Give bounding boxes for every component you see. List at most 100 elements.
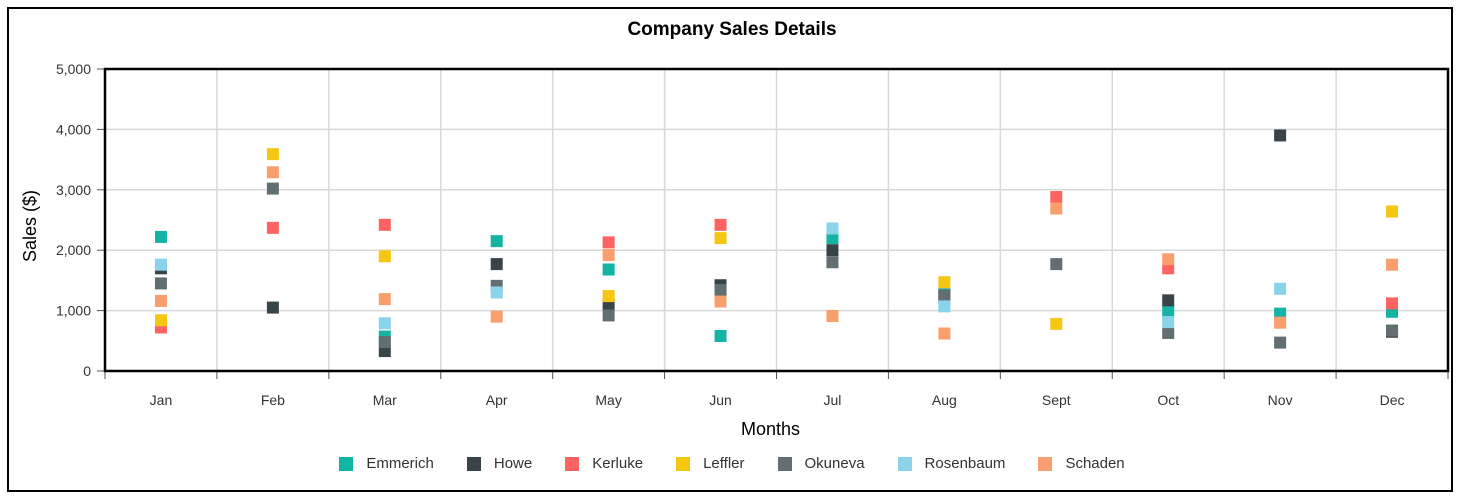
marker-okuneva-sept bbox=[1050, 258, 1063, 271]
marker-schaden-jan bbox=[154, 294, 167, 307]
x-axis-title: Months bbox=[741, 419, 800, 439]
legend-item-schaden[interactable]: Schaden bbox=[1038, 455, 1125, 472]
y-axis-title: Sales ($) bbox=[20, 190, 40, 262]
x-tick-label: Oct bbox=[1157, 392, 1179, 408]
x-tick-label: Feb bbox=[261, 392, 285, 408]
x-tick-label: Mar bbox=[373, 392, 397, 408]
marker-leffler-jun bbox=[714, 232, 727, 245]
legend-swatch bbox=[897, 456, 912, 471]
marker-kerluke-dec bbox=[1386, 297, 1399, 310]
marker-schaden-sept bbox=[1050, 202, 1063, 215]
legend-item-rosenbaum[interactable]: Rosenbaum bbox=[897, 455, 1006, 472]
marker-rosenbaum-jan bbox=[154, 258, 167, 271]
marker-emmerich-oct bbox=[1162, 304, 1175, 317]
marker-okuneva-jul bbox=[826, 256, 839, 269]
legend-item-okuneva[interactable]: Okuneva bbox=[777, 455, 865, 472]
scatter-chart: 0 1,000 2,000 3,000 4,000 5,000 Jan Feb Mar Apr Ma… bbox=[20, 61, 1450, 439]
legend-swatch bbox=[676, 456, 691, 471]
marker-kerluke-feb bbox=[266, 221, 279, 234]
marker-leffler-sept bbox=[1050, 317, 1063, 330]
marker-rosenbaum-mar bbox=[378, 317, 391, 330]
chart-frame: Company Sales Details 0 1,000 2,000 3,000 4,… bbox=[7, 7, 1453, 492]
marker-kerluke-mar bbox=[378, 218, 391, 231]
marker-okuneva-jun bbox=[714, 284, 727, 297]
marker-okuneva-feb bbox=[266, 182, 279, 195]
marker-emmerich-apr bbox=[490, 235, 503, 248]
legend-label: Okuneva bbox=[804, 455, 865, 472]
legend-label: Rosenbaum bbox=[924, 455, 1006, 472]
marker-schaden-may bbox=[602, 249, 615, 262]
x-tick-label: Dec bbox=[1380, 392, 1405, 408]
x-tick-label: Jun bbox=[709, 392, 732, 408]
marker-emmerich-may bbox=[602, 263, 615, 276]
x-tick-label: Nov bbox=[1268, 392, 1293, 408]
marker-howe-feb bbox=[266, 301, 279, 314]
marker-leffler-jan bbox=[154, 314, 167, 327]
marker-schaden-nov bbox=[1274, 316, 1287, 329]
marker-okuneva-jan bbox=[154, 277, 167, 290]
x-tick-label: Aug bbox=[932, 392, 957, 408]
marker-emmerich-jul bbox=[826, 232, 839, 245]
legend-label: Leffler bbox=[703, 455, 745, 472]
marker-schaden-jun bbox=[714, 295, 727, 308]
marker-leffler-dec bbox=[1386, 205, 1399, 218]
legend-swatch bbox=[565, 456, 580, 471]
legend-item-howe[interactable]: Howe bbox=[466, 455, 533, 472]
y-tick-label: 2,000 bbox=[56, 242, 91, 258]
legend-label: Howe bbox=[493, 455, 533, 472]
legend-item-leffler[interactable]: Leffler bbox=[676, 455, 745, 472]
marker-leffler-aug bbox=[938, 276, 951, 289]
legend-item-emmerich[interactable]: Emmerich bbox=[339, 455, 434, 472]
legend-swatch bbox=[777, 456, 792, 471]
legend-label: Emmerich bbox=[366, 455, 434, 472]
marker-schaden-oct bbox=[1162, 253, 1175, 266]
marker-howe-jul bbox=[826, 244, 839, 257]
marker-kerluke-jun bbox=[714, 218, 727, 231]
marker-rosenbaum-apr bbox=[490, 286, 503, 299]
marker-kerluke-may bbox=[602, 236, 615, 249]
marker-okuneva-dec bbox=[1386, 324, 1399, 337]
marker-leffler-mar bbox=[378, 250, 391, 263]
marker-schaden-mar bbox=[378, 293, 391, 306]
legend-label: Schaden bbox=[1065, 455, 1125, 472]
plot-area-border bbox=[103, 67, 1450, 373]
y-tick-label: 4,000 bbox=[56, 121, 91, 137]
legend-swatch bbox=[466, 456, 481, 471]
marker-howe-oct bbox=[1162, 294, 1175, 307]
marker-rosenbaum-nov bbox=[1274, 282, 1287, 295]
legend-item-kerluke[interactable]: Kerluke bbox=[565, 455, 643, 472]
x-tick-label: Jan bbox=[150, 392, 173, 408]
marker-schaden-jul bbox=[826, 310, 839, 323]
marker-schaden-apr bbox=[490, 310, 503, 323]
marker-emmerich-jan bbox=[154, 230, 167, 243]
marker-leffler-feb bbox=[266, 148, 279, 161]
y-tick-label: 0 bbox=[83, 363, 91, 379]
marker-okuneva-may bbox=[602, 309, 615, 322]
marker-emmerich-jun bbox=[714, 329, 727, 342]
marker-rosenbaum-aug bbox=[938, 300, 951, 313]
marker-kerluke-oct bbox=[1162, 262, 1175, 275]
marker-rosenbaum-jul bbox=[826, 222, 839, 235]
marker-leffler-may bbox=[602, 290, 615, 303]
marker-howe-apr bbox=[490, 258, 503, 271]
marker-schaden-feb bbox=[266, 166, 279, 179]
marker-schaden-aug bbox=[938, 327, 951, 340]
marker-howe-nov bbox=[1274, 129, 1287, 142]
legend: Emmerich Howe Kerluke Leffler Okuneva Rosenba… bbox=[9, 455, 1455, 472]
marker-kerluke-sept bbox=[1050, 191, 1063, 204]
legend-label: Kerluke bbox=[592, 455, 644, 472]
x-tick-label: Apr bbox=[486, 392, 508, 408]
marker-okuneva-mar bbox=[378, 336, 391, 349]
marker-okuneva-nov bbox=[1274, 336, 1287, 349]
y-tick-label: 1,000 bbox=[56, 303, 91, 319]
marker-okuneva-aug bbox=[938, 289, 951, 302]
marker-okuneva-oct bbox=[1162, 326, 1175, 339]
y-tick-label: 3,000 bbox=[56, 182, 91, 198]
x-tick-label: Jul bbox=[824, 392, 842, 408]
legend-swatch bbox=[1038, 456, 1053, 471]
legend-swatch bbox=[339, 456, 354, 471]
x-tick-label: May bbox=[595, 392, 621, 408]
marker-schaden-dec bbox=[1386, 258, 1399, 271]
marker-howe-mar bbox=[378, 345, 391, 358]
marker-emmerich-nov bbox=[1274, 307, 1287, 320]
